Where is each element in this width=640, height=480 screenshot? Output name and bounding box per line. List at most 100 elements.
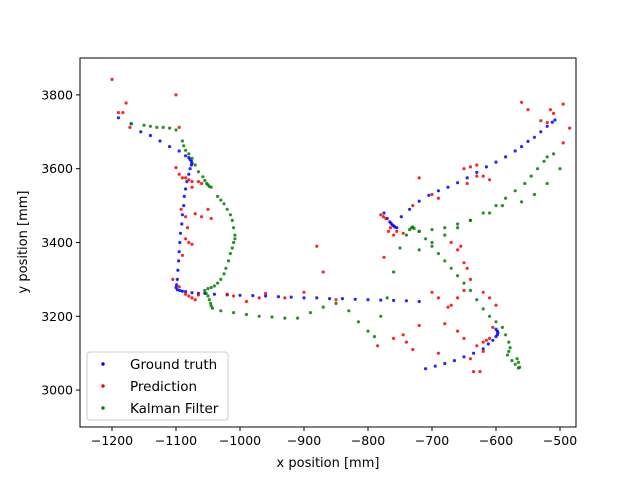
data-point	[189, 163, 193, 167]
data-point	[446, 185, 450, 189]
data-point	[443, 226, 447, 230]
data-point	[475, 170, 479, 174]
data-point	[553, 118, 557, 122]
data-point	[178, 231, 183, 235]
data-point	[230, 246, 234, 250]
data-point	[386, 229, 391, 233]
data-point	[404, 233, 408, 237]
data-point	[182, 144, 186, 148]
data-point	[232, 226, 236, 230]
data-point	[401, 231, 405, 235]
data-point	[462, 281, 466, 285]
data-point	[225, 207, 229, 211]
data-point	[417, 229, 421, 233]
data-point	[443, 233, 447, 237]
data-point	[456, 181, 460, 185]
data-point	[395, 229, 399, 233]
data-point	[481, 340, 485, 344]
data-point	[481, 211, 485, 215]
data-point	[193, 298, 197, 302]
data-point	[190, 185, 194, 189]
data-point	[177, 172, 181, 176]
data-point	[539, 130, 543, 134]
data-point	[180, 253, 184, 257]
data-point	[180, 139, 184, 143]
data-point	[228, 252, 232, 256]
data-point	[398, 246, 402, 250]
data-point	[456, 248, 460, 252]
data-point	[116, 116, 120, 120]
data-point	[206, 294, 210, 298]
data-point	[417, 299, 421, 304]
data-point	[206, 287, 210, 291]
data-point	[481, 174, 485, 178]
data-point	[520, 145, 524, 149]
y-tick-label: 3200	[41, 309, 73, 324]
data-point	[158, 139, 162, 143]
data-point	[412, 226, 416, 231]
data-point	[177, 259, 181, 263]
data-point	[289, 295, 293, 299]
data-point	[481, 349, 485, 353]
data-point	[180, 222, 184, 226]
data-point	[561, 141, 565, 145]
data-point	[315, 296, 319, 300]
data-point	[366, 329, 370, 333]
data-point	[356, 320, 360, 324]
data-point	[468, 357, 472, 361]
data-point	[276, 295, 280, 299]
data-point	[188, 167, 192, 171]
data-point	[193, 163, 197, 167]
data-point	[523, 181, 527, 186]
data-point	[196, 293, 200, 297]
data-point	[552, 111, 556, 115]
x-tick-label: −900	[287, 433, 321, 448]
data-point	[244, 312, 248, 317]
data-point	[203, 288, 207, 293]
data-point	[116, 111, 120, 115]
x-tick-label: −600	[479, 433, 513, 448]
data-point	[321, 305, 325, 309]
data-point	[184, 237, 188, 241]
data-point	[404, 340, 408, 344]
data-point	[456, 226, 460, 230]
data-point	[456, 296, 460, 300]
data-point	[491, 338, 495, 342]
data-point	[196, 170, 200, 174]
data-point	[283, 296, 287, 300]
data-point	[321, 270, 325, 274]
data-point	[529, 174, 533, 178]
y-ticks: 3000 3200 3400 3600 3800	[41, 87, 80, 398]
data-point	[550, 120, 554, 124]
data-point	[174, 166, 178, 170]
data-point	[184, 292, 188, 296]
data-point	[222, 272, 226, 276]
data-point	[488, 178, 492, 182]
data-point	[185, 226, 190, 230]
data-point	[168, 145, 172, 149]
data-point	[382, 211, 386, 215]
data-point	[190, 242, 194, 246]
data-point	[193, 212, 197, 216]
data-point	[379, 314, 383, 318]
legend-marker-kalman-filter	[101, 406, 105, 410]
data-point	[180, 176, 184, 180]
x-tick-label: −700	[415, 433, 449, 448]
data-point	[443, 322, 447, 326]
data-point	[200, 215, 204, 219]
data-point	[417, 248, 421, 252]
data-point	[190, 291, 194, 295]
data-point	[468, 277, 472, 281]
data-point	[417, 199, 421, 203]
y-tick-label: 3400	[41, 235, 73, 250]
data-point	[334, 301, 338, 305]
data-point	[124, 101, 128, 105]
data-point	[446, 305, 450, 309]
data-point	[302, 290, 306, 294]
data-point	[232, 311, 236, 315]
data-point	[513, 189, 517, 193]
data-point	[207, 298, 211, 302]
data-point	[315, 244, 319, 248]
